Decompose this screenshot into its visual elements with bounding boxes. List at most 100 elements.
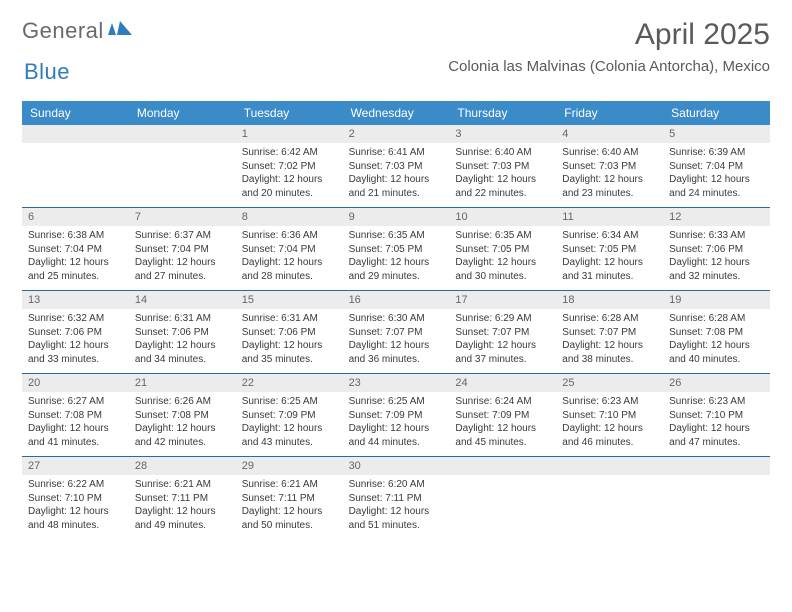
sunrise-line: Sunrise: 6:42 AM	[242, 146, 337, 160]
day-body: Sunrise: 6:31 AMSunset: 7:06 PMDaylight:…	[236, 309, 343, 368]
day-body: Sunrise: 6:36 AMSunset: 7:04 PMDaylight:…	[236, 226, 343, 285]
sunrise-line: Sunrise: 6:20 AM	[349, 478, 444, 492]
sunset-line: Sunset: 7:04 PM	[135, 243, 230, 257]
day-cell: 15Sunrise: 6:31 AMSunset: 7:06 PMDayligh…	[236, 291, 343, 373]
day-cell: 20Sunrise: 6:27 AMSunset: 7:08 PMDayligh…	[22, 374, 129, 456]
empty-cell	[129, 125, 236, 207]
sunrise-line: Sunrise: 6:36 AM	[242, 229, 337, 243]
daylight-line: Daylight: 12 hours and 35 minutes.	[242, 339, 337, 366]
dow-cell: Monday	[129, 101, 236, 125]
sunset-line: Sunset: 7:04 PM	[28, 243, 123, 257]
day-body: Sunrise: 6:24 AMSunset: 7:09 PMDaylight:…	[449, 392, 556, 451]
day-cell: 25Sunrise: 6:23 AMSunset: 7:10 PMDayligh…	[556, 374, 663, 456]
day-number: 30	[343, 457, 450, 475]
logo: General	[22, 18, 136, 44]
calendar: SundayMondayTuesdayWednesdayThursdayFrid…	[22, 101, 770, 539]
day-cell: 11Sunrise: 6:34 AMSunset: 7:05 PMDayligh…	[556, 208, 663, 290]
sunrise-line: Sunrise: 6:24 AM	[455, 395, 550, 409]
sunset-line: Sunset: 7:11 PM	[349, 492, 444, 506]
day-body: Sunrise: 6:28 AMSunset: 7:08 PMDaylight:…	[663, 309, 770, 368]
day-cell: 4Sunrise: 6:40 AMSunset: 7:03 PMDaylight…	[556, 125, 663, 207]
day-number: 14	[129, 291, 236, 309]
empty-cell	[22, 125, 129, 207]
day-cell: 23Sunrise: 6:25 AMSunset: 7:09 PMDayligh…	[343, 374, 450, 456]
day-body: Sunrise: 6:34 AMSunset: 7:05 PMDaylight:…	[556, 226, 663, 285]
daylight-line: Daylight: 12 hours and 36 minutes.	[349, 339, 444, 366]
sunrise-line: Sunrise: 6:35 AM	[349, 229, 444, 243]
day-number	[663, 457, 770, 475]
daylight-line: Daylight: 12 hours and 24 minutes.	[669, 173, 764, 200]
day-body: Sunrise: 6:26 AMSunset: 7:08 PMDaylight:…	[129, 392, 236, 451]
daylight-line: Daylight: 12 hours and 28 minutes.	[242, 256, 337, 283]
sunset-line: Sunset: 7:06 PM	[28, 326, 123, 340]
sunset-line: Sunset: 7:06 PM	[669, 243, 764, 257]
day-number: 20	[22, 374, 129, 392]
week-row: 1Sunrise: 6:42 AMSunset: 7:02 PMDaylight…	[22, 125, 770, 207]
day-cell: 14Sunrise: 6:31 AMSunset: 7:06 PMDayligh…	[129, 291, 236, 373]
sunset-line: Sunset: 7:06 PM	[242, 326, 337, 340]
day-cell: 3Sunrise: 6:40 AMSunset: 7:03 PMDaylight…	[449, 125, 556, 207]
week-row: 27Sunrise: 6:22 AMSunset: 7:10 PMDayligh…	[22, 456, 770, 539]
day-body	[556, 475, 663, 480]
day-cell: 19Sunrise: 6:28 AMSunset: 7:08 PMDayligh…	[663, 291, 770, 373]
sunset-line: Sunset: 7:07 PM	[455, 326, 550, 340]
day-number	[22, 125, 129, 143]
day-body: Sunrise: 6:21 AMSunset: 7:11 PMDaylight:…	[129, 475, 236, 534]
empty-cell	[449, 457, 556, 539]
day-number: 8	[236, 208, 343, 226]
day-body: Sunrise: 6:39 AMSunset: 7:04 PMDaylight:…	[663, 143, 770, 202]
daylight-line: Daylight: 12 hours and 31 minutes.	[562, 256, 657, 283]
sunrise-line: Sunrise: 6:40 AM	[562, 146, 657, 160]
day-body: Sunrise: 6:35 AMSunset: 7:05 PMDaylight:…	[449, 226, 556, 285]
sunrise-line: Sunrise: 6:34 AM	[562, 229, 657, 243]
daylight-line: Daylight: 12 hours and 38 minutes.	[562, 339, 657, 366]
day-body: Sunrise: 6:30 AMSunset: 7:07 PMDaylight:…	[343, 309, 450, 368]
sunset-line: Sunset: 7:04 PM	[242, 243, 337, 257]
daylight-line: Daylight: 12 hours and 30 minutes.	[455, 256, 550, 283]
day-body: Sunrise: 6:37 AMSunset: 7:04 PMDaylight:…	[129, 226, 236, 285]
day-number: 23	[343, 374, 450, 392]
daylight-line: Daylight: 12 hours and 48 minutes.	[28, 505, 123, 532]
day-cell: 30 Sunrise: 6:20 AMSunset: 7:11 PMDayligh…	[343, 457, 450, 539]
day-number: 16	[343, 291, 450, 309]
sunrise-line: Sunrise: 6:28 AM	[562, 312, 657, 326]
day-body: Sunrise: 6:41 AMSunset: 7:03 PMDaylight:…	[343, 143, 450, 202]
daylight-line: Daylight: 12 hours and 40 minutes.	[669, 339, 764, 366]
empty-cell	[663, 457, 770, 539]
daylight-line: Daylight: 12 hours and 33 minutes.	[28, 339, 123, 366]
sunrise-line: Sunrise: 6:38 AM	[28, 229, 123, 243]
daylight-line: Daylight: 12 hours and 41 minutes.	[28, 422, 123, 449]
day-cell: 10Sunrise: 6:35 AMSunset: 7:05 PMDayligh…	[449, 208, 556, 290]
day-body: Sunrise: 6:38 AMSunset: 7:04 PMDaylight:…	[22, 226, 129, 285]
sunset-line: Sunset: 7:09 PM	[242, 409, 337, 423]
daylight-line: Daylight: 12 hours and 29 minutes.	[349, 256, 444, 283]
day-cell: 22Sunrise: 6:25 AMSunset: 7:09 PMDayligh…	[236, 374, 343, 456]
day-body: Sunrise: 6:35 AMSunset: 7:05 PMDaylight:…	[343, 226, 450, 285]
day-number	[556, 457, 663, 475]
day-body	[22, 143, 129, 148]
sunset-line: Sunset: 7:05 PM	[349, 243, 444, 257]
daylight-line: Daylight: 12 hours and 27 minutes.	[135, 256, 230, 283]
daylight-line: Daylight: 12 hours and 37 minutes.	[455, 339, 550, 366]
day-body: Sunrise: 6:29 AMSunset: 7:07 PMDaylight:…	[449, 309, 556, 368]
day-number: 17	[449, 291, 556, 309]
daylight-line: Daylight: 12 hours and 51 minutes.	[349, 505, 444, 532]
day-cell: 8Sunrise: 6:36 AMSunset: 7:04 PMDaylight…	[236, 208, 343, 290]
sunrise-line: Sunrise: 6:28 AM	[669, 312, 764, 326]
sunrise-line: Sunrise: 6:31 AM	[242, 312, 337, 326]
day-body: Sunrise: 6:25 AMSunset: 7:09 PMDaylight:…	[343, 392, 450, 451]
daylight-line: Daylight: 12 hours and 45 minutes.	[455, 422, 550, 449]
daylight-line: Daylight: 12 hours and 21 minutes.	[349, 173, 444, 200]
logo-text-general: General	[22, 18, 104, 44]
day-number: 15	[236, 291, 343, 309]
month-title: April 2025	[448, 18, 770, 52]
day-cell: 5Sunrise: 6:39 AMSunset: 7:04 PMDaylight…	[663, 125, 770, 207]
dow-cell: Wednesday	[343, 101, 450, 125]
sunrise-line: Sunrise: 6:22 AM	[28, 478, 123, 492]
sunset-line: Sunset: 7:08 PM	[28, 409, 123, 423]
day-cell: 17Sunrise: 6:29 AMSunset: 7:07 PMDayligh…	[449, 291, 556, 373]
day-cell: 24Sunrise: 6:24 AMSunset: 7:09 PMDayligh…	[449, 374, 556, 456]
day-number: 6	[22, 208, 129, 226]
day-body: Sunrise: 6:25 AMSunset: 7:09 PMDaylight:…	[236, 392, 343, 451]
day-number: 29	[236, 457, 343, 475]
